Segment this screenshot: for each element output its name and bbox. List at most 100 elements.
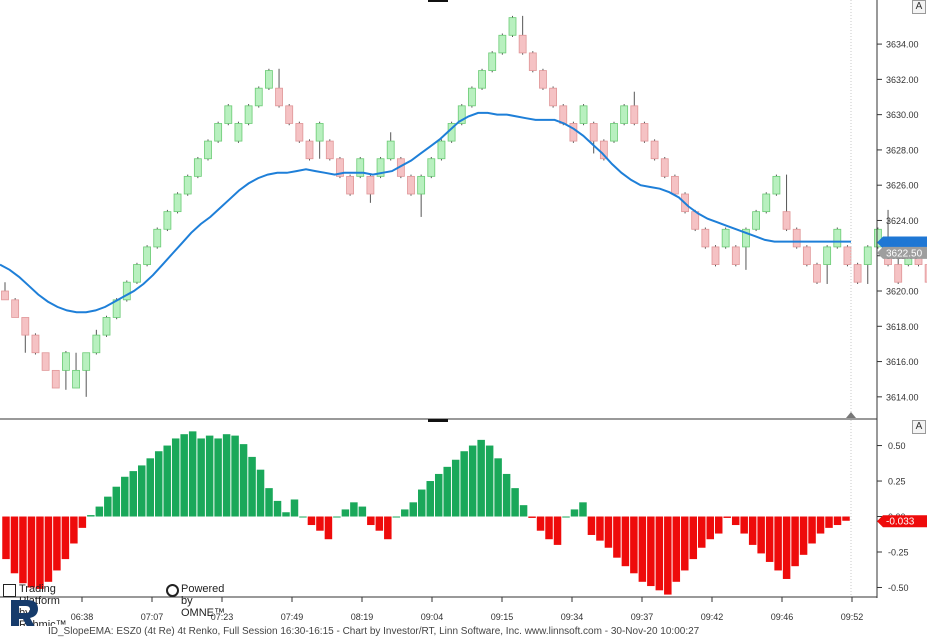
- histogram-bar: [655, 516, 664, 591]
- renko-brick: [833, 228, 842, 248]
- renko-brick: [183, 175, 192, 195]
- renko-brick: [92, 334, 101, 354]
- chart-info-text: ID_SlopeEMA: ESZ0 (4t Re) 4t Renko, Full…: [48, 626, 700, 637]
- histogram-bar: [426, 481, 434, 517]
- time-tick-label: 08:19: [351, 612, 374, 622]
- renko-brick: [264, 70, 273, 89]
- histogram-bar: [519, 505, 528, 517]
- renko-wicks: [4, 15, 919, 397]
- indicator-value-tag-bg: [877, 515, 927, 528]
- renko-brick: [671, 175, 679, 195]
- renko-brick: [31, 334, 40, 354]
- histogram-bar: [774, 516, 782, 571]
- histogram-bar: [545, 516, 553, 540]
- status-footer: ID_SlopeEMA: ESZ0 (4t Re) 4t Renko, Full…: [0, 626, 927, 639]
- indicator-tick-label: -0.50: [888, 583, 909, 593]
- histogram-bar: [282, 512, 290, 517]
- histogram-bar: [468, 445, 477, 517]
- ema-value-tag-bg: [877, 236, 927, 249]
- time-tick-label: 09:42: [701, 612, 724, 622]
- histogram-bar: [799, 516, 808, 555]
- histogram-bar: [10, 516, 19, 574]
- histogram-bar: [562, 516, 570, 518]
- time-tick-label: 09:52: [841, 612, 864, 622]
- price-axis-scale-button[interactable]: A: [912, 0, 926, 14]
- renko-brick: [660, 158, 669, 177]
- histogram-bar: [36, 516, 44, 589]
- renko-brick: [924, 264, 927, 283]
- histogram-bar: [53, 516, 61, 571]
- renko-brick: [721, 228, 730, 248]
- histogram-bar: [188, 431, 197, 517]
- histogram-bar: [2, 516, 10, 560]
- histogram-bar: [384, 516, 392, 540]
- renko-brick: [813, 264, 821, 283]
- renko-brick: [457, 105, 466, 124]
- renko-brick: [21, 317, 30, 336]
- histogram-bar: [256, 469, 265, 517]
- histogram-bar: [842, 516, 850, 521]
- renko-brick: [650, 140, 659, 160]
- renko-brick: [742, 228, 750, 248]
- time-tick-label: 09:04: [421, 612, 444, 622]
- price-panel-handle: [428, 0, 448, 2]
- renko-brick: [630, 105, 639, 124]
- histogram-bar: [460, 451, 468, 517]
- price-tick-label: 3626.00: [886, 181, 919, 191]
- histogram-bar: [231, 435, 239, 517]
- time-tick-label: 07:49: [281, 612, 304, 622]
- histogram-bar: [528, 516, 536, 518]
- histogram-bar: [613, 516, 621, 558]
- renko-brick: [539, 70, 547, 89]
- slope-ema-histogram: [2, 431, 850, 595]
- renko-brick: [853, 264, 862, 283]
- histogram-bar: [61, 516, 70, 560]
- indicator-tick-label: 0.25: [888, 477, 906, 487]
- histogram-bar: [485, 445, 494, 517]
- renko-brick: [792, 228, 801, 248]
- histogram-bar: [180, 434, 188, 517]
- renko-brick: [802, 246, 811, 265]
- renko-brick: [315, 123, 324, 142]
- histogram-bar: [630, 516, 638, 574]
- histogram-bar: [205, 435, 214, 517]
- histogram-bar: [587, 516, 596, 535]
- histogram-bar: [78, 516, 87, 528]
- renko-brick: [417, 175, 426, 195]
- renko-brick: [224, 105, 233, 124]
- histogram-bar: [163, 445, 171, 517]
- histogram-bar: [791, 516, 799, 567]
- renko-brick: [366, 175, 375, 195]
- histogram-bar: [70, 516, 78, 544]
- histogram-bar: [731, 516, 740, 526]
- renko-brick: [11, 299, 20, 318]
- histogram-bar: [816, 516, 825, 534]
- histogram-bar: [706, 516, 714, 540]
- renko-brick: [589, 123, 598, 142]
- renko-brick: [610, 123, 618, 142]
- renko-brick: [173, 193, 182, 213]
- histogram-bar: [664, 516, 672, 595]
- renko-brick: [894, 264, 903, 283]
- histogram-bar: [401, 509, 409, 517]
- histogram-bar: [808, 516, 816, 544]
- indicator-axis-scale-button[interactable]: A: [912, 420, 926, 434]
- price-tick-label: 3616.00: [886, 357, 919, 367]
- collapse-toggle-icon[interactable]: [3, 584, 16, 597]
- histogram-bar: [299, 516, 307, 518]
- histogram-bar: [443, 466, 451, 517]
- histogram-bar: [121, 476, 129, 517]
- renko-brick: [153, 228, 162, 248]
- histogram-bar: [638, 516, 647, 582]
- histogram-bar: [197, 438, 205, 517]
- omne-logo-icon: [166, 584, 179, 597]
- renko-brick: [133, 264, 141, 283]
- histogram-bar: [477, 439, 485, 517]
- histogram-bar: [765, 516, 774, 562]
- renko-brick: [599, 140, 608, 160]
- renko-brick: [254, 87, 263, 107]
- histogram-bar: [290, 499, 299, 517]
- renko-brick: [407, 175, 415, 195]
